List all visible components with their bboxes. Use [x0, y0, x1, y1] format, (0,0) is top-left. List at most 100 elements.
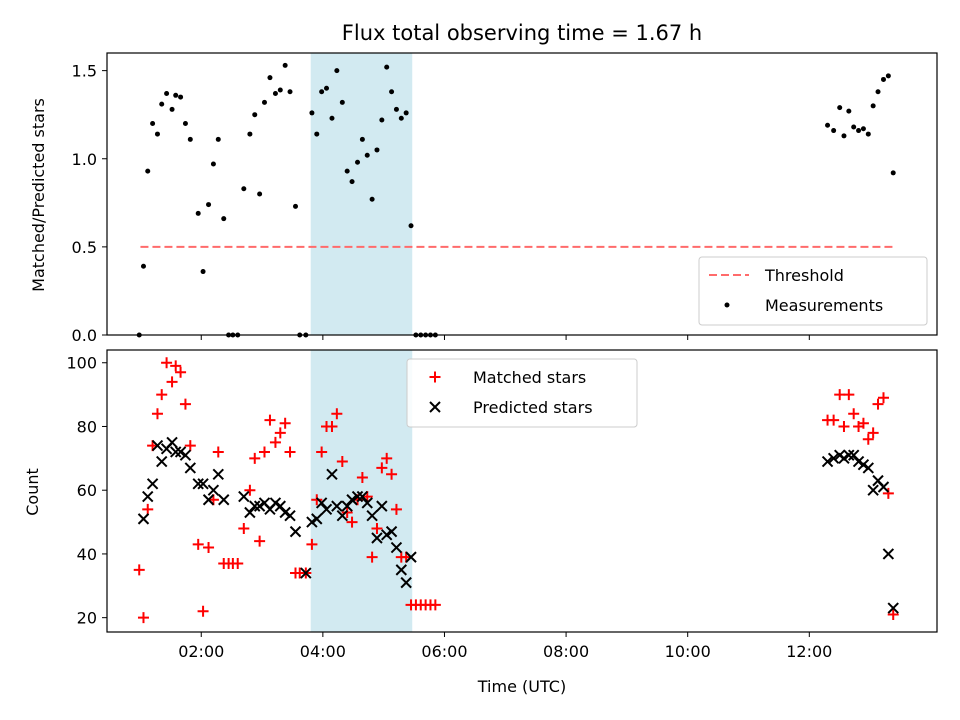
ratio-point: [169, 106, 175, 112]
count-point: [346, 516, 358, 528]
ratio-point: [369, 196, 375, 202]
ratio-point: [145, 168, 151, 174]
ratio-point: [384, 64, 390, 70]
ratio-point: [154, 131, 160, 137]
count-highlight-span: [310, 350, 413, 632]
count-point: [320, 503, 333, 516]
count-point: [232, 557, 244, 569]
count-point: [331, 408, 343, 420]
ratio-legend-label: Threshold: [764, 266, 844, 285]
count-point: [877, 392, 889, 404]
count-point: [238, 522, 250, 534]
count-point: [146, 478, 159, 490]
ratio-point: [865, 131, 871, 137]
count-point: [137, 612, 149, 624]
count-point: [857, 417, 869, 429]
count-series-0: [133, 357, 899, 624]
ratio-point: [355, 159, 361, 165]
ratio-point: [359, 136, 365, 142]
count-point: [264, 414, 276, 426]
count-point: [192, 538, 204, 550]
count-point: [311, 513, 323, 525]
count-point: [179, 449, 192, 461]
ratio-point: [364, 152, 370, 158]
count-point: [142, 490, 154, 503]
ratio-point: [831, 128, 837, 134]
count-point: [249, 452, 261, 464]
count-point: [872, 398, 884, 410]
count-point: [848, 408, 860, 420]
ratio-point: [403, 110, 409, 116]
count-point: [843, 389, 855, 401]
ratio-point: [319, 89, 325, 95]
count-point: [390, 503, 402, 515]
count-point: [366, 509, 378, 522]
ratio-point: [324, 85, 330, 91]
count-point: [341, 507, 353, 519]
count-point: [828, 414, 840, 426]
count-point: [269, 436, 281, 448]
ratio-y-tick-label: 0.5: [72, 238, 97, 257]
count-point: [838, 420, 850, 432]
ratio-point: [309, 110, 315, 116]
ratio-point: [860, 126, 866, 132]
count-point: [306, 538, 318, 550]
count-point: [862, 433, 874, 445]
count-point: [862, 462, 874, 474]
count-axes-frame: [106, 349, 938, 633]
x-tick-label: 04:00: [300, 642, 346, 661]
count-point: [386, 468, 398, 480]
count-point: [142, 503, 154, 515]
count-point: [274, 427, 286, 439]
ratio-point: [875, 89, 881, 95]
ratio-point: [837, 105, 843, 111]
ratio-point: [182, 121, 188, 126]
count-y-tick-label: 100: [66, 354, 97, 373]
ratio-y-tick-label: 0.0: [72, 326, 97, 345]
x-tick-label: 08:00: [543, 642, 589, 661]
count-legend-label: Matched stars: [473, 368, 586, 387]
ratio-point: [247, 131, 253, 137]
ratio-point: [825, 122, 831, 128]
count-point: [151, 439, 164, 452]
ratio-point: [856, 128, 862, 134]
count-point: [336, 509, 349, 522]
x-tick-label: 12:00: [786, 642, 832, 661]
ratio-y-tick-label: 1.0: [72, 150, 97, 169]
ratio-point: [374, 147, 380, 153]
count-point: [376, 500, 388, 512]
ratio-point: [272, 91, 278, 97]
count-legend: Matched stars Predicted stars: [406, 358, 638, 428]
ratio-point: [215, 136, 221, 142]
ratio-point: [393, 106, 399, 112]
ratio-point: [140, 263, 146, 269]
ratio-legend-frame: [698, 256, 928, 326]
ratio-point: [880, 76, 886, 82]
ratio-point: [885, 73, 891, 79]
count-point: [371, 532, 383, 544]
ratio-y-tick-label: 1.5: [72, 62, 97, 81]
ratio-point: [349, 179, 355, 185]
ratio-point: [159, 101, 165, 107]
ratio-point: [339, 99, 345, 105]
count-point: [289, 525, 302, 538]
count-point: [197, 478, 209, 490]
chart-title: Flux total observing time = 1.67 h: [342, 21, 702, 45]
count-point: [867, 427, 879, 439]
count-point: [284, 509, 296, 522]
ratio-point: [164, 91, 170, 97]
count-point: [882, 548, 895, 560]
count-y-tick-label: 20: [77, 609, 97, 628]
ratio-point: [282, 62, 288, 68]
ratio-point: [206, 202, 212, 208]
count-y-tick-label: 40: [77, 545, 97, 564]
count-point: [346, 494, 358, 506]
ratio-point: [210, 161, 216, 167]
ratio-point: [178, 94, 184, 100]
ratio-legend-swatch: [724, 302, 730, 308]
count-point: [381, 452, 393, 464]
count-point: [315, 497, 328, 509]
count-point: [316, 446, 328, 458]
count-point: [212, 446, 224, 458]
